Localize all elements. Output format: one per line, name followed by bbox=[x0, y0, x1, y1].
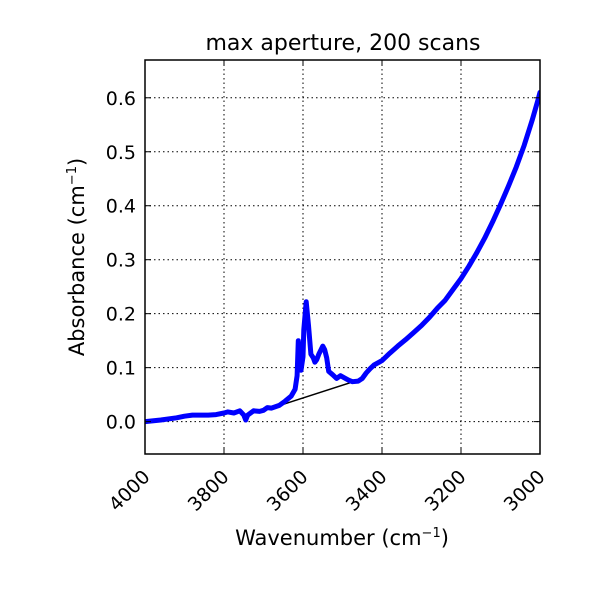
y-tick-label: 0.0 bbox=[106, 412, 136, 434]
x-axis-title-close: ) bbox=[441, 526, 449, 550]
y-tick-label: 0.3 bbox=[106, 250, 136, 272]
y-axis-title-superscript: −1 bbox=[65, 166, 80, 185]
baseline-series bbox=[282, 379, 360, 406]
y-tick-label: 0.5 bbox=[106, 142, 136, 164]
x-axis-title: Wavenumber (cm−1) bbox=[235, 526, 449, 550]
y-axis-title-close: ) bbox=[65, 158, 89, 166]
grid bbox=[145, 60, 540, 454]
x-tick-label: 3600 bbox=[263, 466, 313, 516]
x-axis-title-superscript: −1 bbox=[422, 526, 441, 541]
chart-title: max aperture, 200 scans bbox=[205, 31, 480, 56]
x-tick-label: 3200 bbox=[421, 466, 471, 516]
y-tick-label: 0.6 bbox=[106, 88, 136, 110]
spectrum-line bbox=[145, 89, 540, 425]
y-tick-label: 0.4 bbox=[106, 196, 136, 218]
y-tick-labels: 0.0 0.1 0.2 0.3 0.4 0.5 0.6 bbox=[106, 88, 136, 434]
plot-frame bbox=[144, 59, 541, 455]
y-tick-label: 0.2 bbox=[106, 304, 136, 326]
y-axis-title-text: Absorbance (cm bbox=[65, 185, 89, 356]
baseline-line bbox=[282, 379, 360, 406]
x-tick-labels: 4000 3800 3600 3400 3200 3000 bbox=[105, 466, 550, 516]
x-tick-label: 3000 bbox=[500, 466, 550, 516]
spectrum-series bbox=[145, 89, 540, 425]
axis-ticks bbox=[144, 60, 541, 454]
y-tick-label: 0.1 bbox=[106, 358, 136, 380]
x-tick-label: 3400 bbox=[342, 466, 392, 516]
y-axis-title: Absorbance (cm−1) bbox=[65, 158, 89, 356]
x-axis-title-text: Wavenumber (cm bbox=[235, 526, 421, 550]
x-tick-label: 3800 bbox=[184, 466, 234, 516]
x-tick-label: 4000 bbox=[105, 466, 155, 516]
